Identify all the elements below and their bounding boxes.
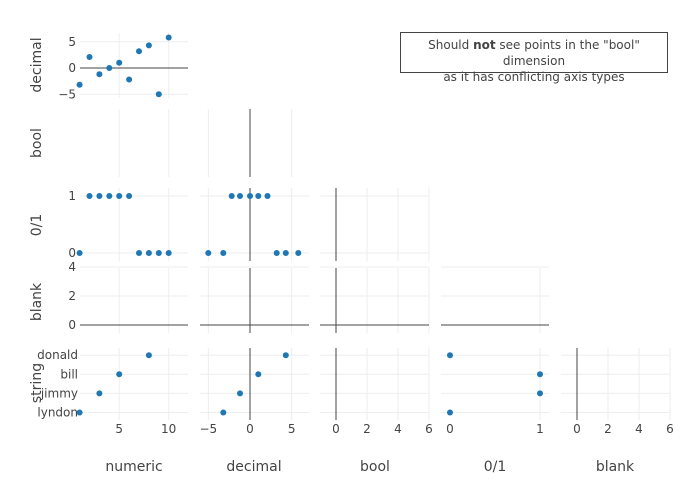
data-point-numeric-decimal	[136, 48, 142, 55]
data-point-decimal-zo	[255, 193, 262, 199]
x-tick-label-bool: 0	[332, 422, 340, 436]
data-point-numeric-zo	[116, 193, 123, 199]
x-tick-label-blank: 0	[573, 422, 581, 436]
x-tick-label-blank: 6	[666, 422, 674, 436]
data-point-decimal-zo	[205, 250, 212, 256]
annotation-text-before: Should	[428, 38, 474, 52]
y-axis-title-5: string	[29, 363, 45, 403]
data-point-decimal-zo	[220, 250, 227, 256]
y-tick-label-decimal: −5	[58, 87, 76, 101]
y-axis-title-4: blank	[29, 282, 45, 321]
x-tick-label-zero-one: 1	[536, 422, 544, 436]
data-point-numeric-zo	[126, 193, 133, 199]
data-point-numeric-decimal	[96, 71, 103, 78]
x-tick-label-bool: 6	[425, 422, 433, 436]
y-axis-title-3: 0/1	[29, 214, 45, 237]
x-tick-label-decimal: 0	[246, 422, 254, 436]
data-point-zo-string	[537, 390, 543, 397]
annotation-bold-word: not	[473, 38, 496, 52]
data-point-decimal-string	[255, 371, 262, 378]
data-point-decimal-zo	[247, 193, 253, 199]
x-tick-label-bool: 4	[394, 422, 402, 436]
y-tick-label-string: lyndon	[37, 406, 78, 420]
x-tick-label-decimal: −5	[199, 422, 217, 436]
data-point-decimal-zo	[228, 193, 235, 199]
data-point-numeric-zo	[155, 250, 162, 256]
annotation-box: Should not see points in the "bool" dime…	[400, 32, 668, 84]
y-tick-label-string: jimmy	[40, 386, 78, 400]
data-point-numeric-decimal	[165, 34, 172, 41]
data-point-zo-string	[447, 409, 453, 416]
x-tick-label-numeric: 5	[115, 422, 123, 436]
data-point-numeric-decimal	[86, 54, 93, 60]
data-point-numeric-string	[145, 352, 152, 359]
data-point-numeric-string	[76, 409, 83, 416]
data-point-decimal-zo	[282, 250, 289, 256]
y-axis-title-1: decimal	[29, 37, 45, 92]
x-axis-title-4: blank	[596, 459, 635, 475]
y-tick-label-string: bill	[60, 367, 78, 381]
data-point-numeric-zo	[96, 193, 103, 199]
data-point-zo-string	[447, 352, 453, 359]
annotation-line-1: Should not see points in the "bool" dime…	[401, 37, 667, 69]
x-tick-label-numeric: 10	[161, 422, 176, 436]
x-axis-title-0: numeric	[105, 459, 162, 475]
y-axis-title-2: bool	[29, 128, 45, 158]
data-point-numeric-string	[96, 390, 103, 397]
y-tick-label-blank: 4	[68, 260, 76, 274]
x-axis-title-3: 0/1	[484, 459, 507, 475]
y-tick-label-blank: 2	[68, 289, 76, 303]
y-tick-label-decimal: 0	[68, 61, 76, 75]
x-tick-label-blank: 2	[604, 422, 612, 436]
data-point-decimal-zo	[264, 193, 271, 199]
data-point-decimal-string	[282, 352, 289, 359]
data-point-decimal-zo	[295, 250, 302, 256]
x-tick-label-zero-one: 0	[446, 422, 454, 436]
data-point-numeric-decimal	[116, 59, 123, 66]
data-point-numeric-zo	[145, 250, 152, 256]
data-point-numeric-decimal	[76, 81, 83, 88]
data-point-decimal-string	[220, 409, 227, 416]
data-point-zo-string	[537, 371, 543, 378]
x-tick-label-blank: 4	[635, 422, 643, 436]
data-point-numeric-zo	[106, 193, 113, 199]
data-point-numeric-zo	[86, 193, 93, 199]
data-point-numeric-decimal	[106, 65, 113, 71]
data-point-numeric-zo	[136, 250, 142, 256]
y-tick-label-zero-one: 1	[68, 189, 76, 203]
x-axis-title-2: bool	[360, 459, 390, 475]
y-tick-label-zero-one: 0	[68, 246, 76, 260]
data-point-numeric-decimal	[155, 91, 162, 98]
data-point-numeric-zo	[76, 250, 83, 256]
data-point-numeric-zo	[165, 250, 172, 256]
x-tick-label-bool: 2	[363, 422, 371, 436]
data-point-numeric-decimal	[126, 76, 133, 83]
annotation-line-2: as it has conflicting axis types	[443, 70, 625, 84]
annotation-text-after: see points in the "bool" dimension	[495, 38, 640, 68]
x-tick-label-decimal: 5	[288, 422, 296, 436]
y-tick-label-decimal: 5	[68, 35, 76, 49]
data-point-decimal-zo	[237, 193, 243, 199]
data-point-numeric-string	[116, 371, 123, 378]
data-point-decimal-string	[237, 390, 243, 397]
y-tick-label-string: donald	[37, 348, 78, 362]
x-axis-title-1: decimal	[226, 459, 281, 475]
data-point-numeric-decimal	[145, 42, 152, 49]
y-tick-label-blank: 0	[68, 318, 76, 332]
data-point-decimal-zo	[273, 250, 280, 256]
